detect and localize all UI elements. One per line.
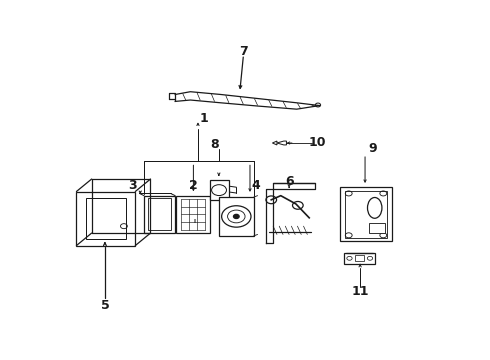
Text: 8: 8 (211, 138, 220, 151)
Text: 3: 3 (128, 179, 137, 193)
Text: 1: 1 (199, 112, 208, 125)
Bar (86, 198, 126, 239)
Bar (344, 253, 375, 264)
Bar (368, 223, 385, 233)
Polygon shape (277, 141, 287, 145)
Text: 2: 2 (189, 179, 198, 193)
Bar (144, 195, 175, 233)
Text: II: II (193, 219, 196, 224)
Polygon shape (272, 141, 277, 145)
Bar (345, 191, 387, 238)
Text: 9: 9 (368, 142, 377, 155)
Text: 6: 6 (285, 175, 294, 188)
Text: 7: 7 (239, 45, 248, 58)
Text: 4: 4 (251, 179, 260, 193)
Text: 5: 5 (100, 299, 109, 312)
Text: 11: 11 (351, 285, 369, 298)
Bar (176, 195, 210, 233)
Bar (211, 180, 229, 200)
Bar (148, 198, 171, 230)
Bar (341, 187, 392, 242)
Bar (355, 255, 365, 261)
Bar (219, 197, 254, 236)
Circle shape (234, 215, 239, 219)
Text: 10: 10 (309, 136, 326, 149)
